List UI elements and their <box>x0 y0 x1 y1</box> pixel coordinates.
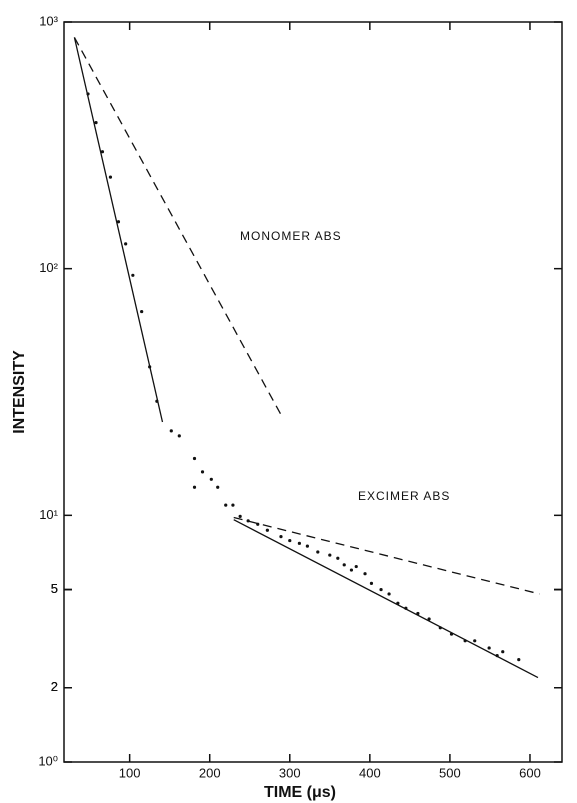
data-point <box>517 658 521 662</box>
y-tick-label: 2 <box>51 679 58 694</box>
y-tick-label: 5 <box>51 581 58 596</box>
data-point <box>316 550 320 554</box>
data-point <box>224 503 228 507</box>
data-point <box>192 456 197 461</box>
data-point <box>140 309 144 314</box>
y-tick-label: 10⁰ <box>38 753 58 768</box>
data-point <box>131 273 135 277</box>
data-point <box>200 470 205 474</box>
y-tick-label: 2 <box>51 679 58 694</box>
data-point <box>363 572 367 576</box>
data-point <box>297 541 301 545</box>
x-tick-label: 600 <box>519 765 541 780</box>
data-point <box>265 528 269 532</box>
x-tick-label: 400 <box>359 765 381 780</box>
data-point <box>169 429 173 433</box>
data-point <box>209 477 213 481</box>
data-point <box>116 220 121 224</box>
y-tick-label: 10¹ <box>39 507 58 522</box>
y-tick-label: 10³ <box>39 13 58 28</box>
data-point <box>238 514 242 519</box>
x-axis-label: TIME (μs) <box>264 784 336 801</box>
annotation: MONOMER ABS <box>240 229 342 243</box>
data-point <box>177 434 181 438</box>
plot-frame <box>63 21 563 763</box>
y-tick-label: 5 <box>51 581 58 596</box>
data-point <box>124 242 128 246</box>
data-point <box>216 485 220 489</box>
data-point <box>354 564 358 569</box>
data-point <box>279 534 283 539</box>
data-point <box>487 646 491 650</box>
data-point <box>473 639 477 643</box>
dashed-line <box>233 516 540 595</box>
y-tick-label: 5 <box>51 581 58 596</box>
data-point <box>379 587 383 592</box>
data-point <box>427 617 431 621</box>
x-tick-label: 300 <box>279 765 301 780</box>
y-axis-label: INTENSITY <box>11 350 28 434</box>
data-point <box>192 485 197 489</box>
x-tick-label: 100 <box>119 765 141 780</box>
dashed-line <box>73 37 284 418</box>
data-point <box>305 544 309 548</box>
data-point <box>231 503 235 507</box>
annotation: EXCIMER ABS <box>358 489 450 503</box>
data-point <box>328 553 332 557</box>
y-tick-label: 2 <box>51 679 58 694</box>
x-tick-label: 500 <box>439 765 461 780</box>
data-point <box>336 556 340 560</box>
data-point <box>501 650 505 654</box>
data-point <box>387 592 391 596</box>
data-point <box>288 538 292 543</box>
y-tick-label: 10² <box>39 260 58 275</box>
data-point <box>100 150 105 154</box>
data-point <box>369 581 374 585</box>
fit-line <box>73 37 164 423</box>
fit-line <box>233 519 539 679</box>
data-point <box>94 120 98 125</box>
data-point <box>342 563 346 567</box>
data-point <box>108 175 113 179</box>
data-point <box>349 568 354 572</box>
x-tick-label: 200 <box>199 765 221 780</box>
